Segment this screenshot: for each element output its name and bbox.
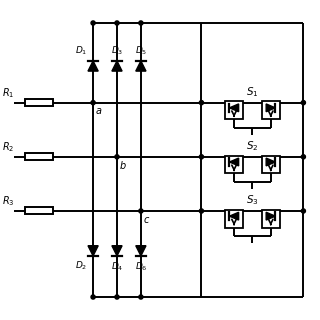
Polygon shape xyxy=(266,158,275,166)
Text: $D_4$: $D_4$ xyxy=(111,260,123,273)
Polygon shape xyxy=(112,246,122,256)
Polygon shape xyxy=(266,104,275,112)
Bar xyxy=(262,101,279,119)
Circle shape xyxy=(115,295,119,299)
Polygon shape xyxy=(229,212,239,220)
Bar xyxy=(225,156,243,173)
Bar xyxy=(225,101,243,119)
Circle shape xyxy=(115,155,119,159)
Polygon shape xyxy=(88,61,98,71)
Text: $S_3$: $S_3$ xyxy=(246,193,259,207)
Text: $S_2$: $S_2$ xyxy=(246,139,259,153)
Text: $R_2$: $R_2$ xyxy=(2,140,15,154)
Circle shape xyxy=(139,21,143,25)
Text: $S_1$: $S_1$ xyxy=(246,85,259,99)
Bar xyxy=(262,156,279,173)
Polygon shape xyxy=(136,246,146,256)
Circle shape xyxy=(91,21,95,25)
Circle shape xyxy=(91,295,95,299)
Circle shape xyxy=(115,21,119,25)
Polygon shape xyxy=(266,212,275,220)
Bar xyxy=(25,99,53,106)
Text: $D_6$: $D_6$ xyxy=(134,260,147,273)
Text: $D_1$: $D_1$ xyxy=(75,44,87,57)
Text: a: a xyxy=(95,107,101,116)
Polygon shape xyxy=(88,246,98,256)
Circle shape xyxy=(199,155,204,159)
Text: $R_3$: $R_3$ xyxy=(2,195,15,208)
Text: $D_5$: $D_5$ xyxy=(135,44,147,57)
Circle shape xyxy=(199,100,204,105)
Bar xyxy=(25,207,53,214)
Circle shape xyxy=(301,155,306,159)
Bar xyxy=(262,210,279,228)
Polygon shape xyxy=(229,104,239,112)
Text: $D_2$: $D_2$ xyxy=(75,260,87,272)
Text: $D_3$: $D_3$ xyxy=(111,44,123,57)
Bar xyxy=(25,153,53,160)
Circle shape xyxy=(139,295,143,299)
Circle shape xyxy=(199,209,204,213)
Polygon shape xyxy=(112,61,122,71)
Circle shape xyxy=(301,209,306,213)
Bar xyxy=(225,210,243,228)
Circle shape xyxy=(139,209,143,213)
Text: $R_1$: $R_1$ xyxy=(2,86,15,100)
Circle shape xyxy=(91,100,95,105)
Text: b: b xyxy=(119,161,125,171)
Polygon shape xyxy=(136,61,146,71)
Circle shape xyxy=(301,100,306,105)
Text: c: c xyxy=(143,215,148,225)
Polygon shape xyxy=(229,158,239,166)
